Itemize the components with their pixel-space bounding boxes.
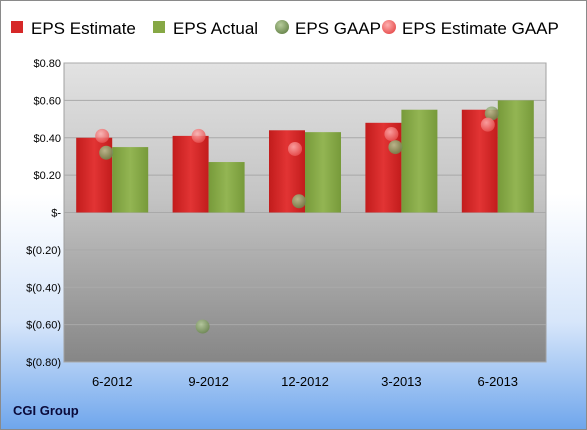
y-tick-label: $(0.60): [26, 320, 61, 332]
x-tick-label: 6-2013: [478, 374, 518, 389]
y-tick-label: $(0.80): [26, 357, 61, 369]
point-eps-estimate-gaap-6-2013: [480, 117, 495, 132]
x-tick-label: 9-2012: [188, 374, 228, 389]
bars: [76, 100, 534, 213]
legend-label-eps-actual: EPS Actual: [173, 19, 258, 38]
legend-swatch-eps-estimate-gaap: [382, 20, 396, 34]
point-eps-estimate-gaap-3-2013: [384, 127, 399, 142]
points: [95, 106, 499, 334]
point-eps-gaap-3-2013: [388, 140, 403, 155]
y-tick-label: $(0.20): [26, 245, 61, 257]
legend-swatch-eps-gaap: [275, 20, 289, 34]
bar-eps-actual-3-2013: [401, 109, 438, 213]
legend-swatch-eps-estimate: [11, 21, 23, 33]
x-tick-label: 3-2013: [381, 374, 421, 389]
legend-label-eps-gaap: EPS GAAP: [295, 19, 381, 38]
y-tick-label: $(0.40): [26, 282, 61, 294]
x-tick-label: 6-2012: [92, 374, 132, 389]
legend-label-eps-estimate: EPS Estimate: [31, 19, 136, 38]
point-eps-estimate-gaap-12-2012: [288, 141, 302, 156]
bar-eps-actual-6-2012: [112, 147, 149, 213]
y-tick-label: $0.40: [33, 133, 61, 145]
point-eps-estimate-gaap-9-2012: [191, 128, 206, 143]
y-tick-label: $0.20: [33, 170, 61, 182]
point-eps-gaap-9-2012: [195, 319, 210, 334]
legend-swatch-eps-actual: [153, 21, 165, 33]
legend-label-eps-estimate-gaap: EPS Estimate GAAP: [402, 19, 559, 38]
point-eps-gaap-6-2013: [484, 106, 499, 121]
point-eps-gaap-6-2012: [99, 145, 114, 160]
company-label: CGI Group: [13, 403, 79, 418]
legend: EPS Estimate EPS Actual EPS GAAP EPS Estima…: [11, 19, 559, 38]
point-eps-gaap-12-2012: [292, 194, 306, 209]
point-eps-estimate-gaap-6-2012: [95, 128, 110, 143]
bar-eps-estimate-9-2012: [172, 135, 209, 213]
bar-eps-actual-12-2012: [305, 132, 341, 213]
x-axis-ticks: 6-2012 9-2012 12-2012 3-2013 6-2013: [92, 374, 518, 389]
y-tick-label: $0.80: [33, 58, 61, 70]
y-tick-label: $-: [51, 208, 61, 220]
bar-eps-actual-6-2013: [497, 100, 534, 213]
bar-eps-actual-9-2012: [208, 162, 245, 213]
y-axis-ticks: $0.80 $0.60 $0.40 $0.20 $- $(0.20) $(0.40) $(0.…: [26, 58, 61, 369]
y-tick-label: $0.60: [33, 95, 61, 107]
gridlines: [64, 62, 546, 363]
x-tick-label: 12-2012: [281, 374, 329, 389]
